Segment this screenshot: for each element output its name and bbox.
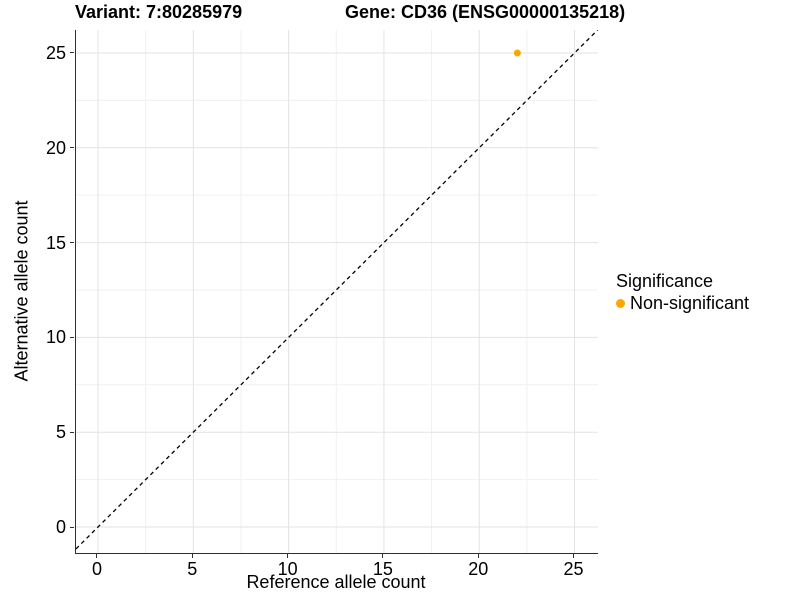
non-significant-point-icon: [616, 298, 625, 308]
legend-item-label: Non-significant: [630, 293, 750, 313]
data-point: [513, 49, 521, 57]
y-tick-mark: [70, 147, 74, 149]
x-tick-label: 15: [372, 559, 393, 579]
x-tick-label: 5: [187, 559, 198, 579]
y-tick-mark: [70, 431, 74, 433]
x-tick-mark: [287, 554, 289, 558]
y-tick-label: 5: [55, 422, 66, 443]
legend-title: Significance: [616, 271, 714, 291]
y-tick-label: 25: [45, 42, 66, 63]
x-tick-label: 0: [91, 559, 102, 579]
chart-svg: [76, 30, 598, 553]
y-tick-label: 20: [45, 137, 66, 158]
y-axis-title: Alternative allele count: [11, 200, 32, 382]
x-tick-mark: [573, 554, 575, 558]
x-tick-mark: [191, 554, 193, 558]
gene-title: Gene: CD36 (ENSG00000135218): [345, 2, 626, 22]
y-tick-mark: [70, 526, 74, 528]
identity-line: [76, 30, 598, 550]
variant-title: Variant: 7:80285979: [75, 2, 243, 22]
x-tick-label: 25: [563, 559, 584, 579]
y-tick-label: 10: [45, 327, 66, 348]
plot-panel: [75, 30, 598, 554]
y-tick-label: 15: [45, 232, 66, 253]
y-tick-mark: [70, 52, 74, 54]
x-tick-mark: [477, 554, 479, 558]
x-axis-title: Reference allele count: [246, 572, 426, 592]
legend: Significance Non-significant: [616, 271, 749, 313]
y-tick-mark: [70, 336, 74, 338]
x-tick-label: 10: [277, 559, 298, 579]
legend-item-non-significant: Non-significant: [616, 293, 749, 313]
y-tick-label: 0: [55, 517, 66, 537]
x-tick-mark: [382, 554, 384, 558]
x-tick-mark: [96, 554, 98, 558]
y-tick-mark: [70, 242, 74, 244]
x-tick-label: 20: [468, 559, 489, 579]
